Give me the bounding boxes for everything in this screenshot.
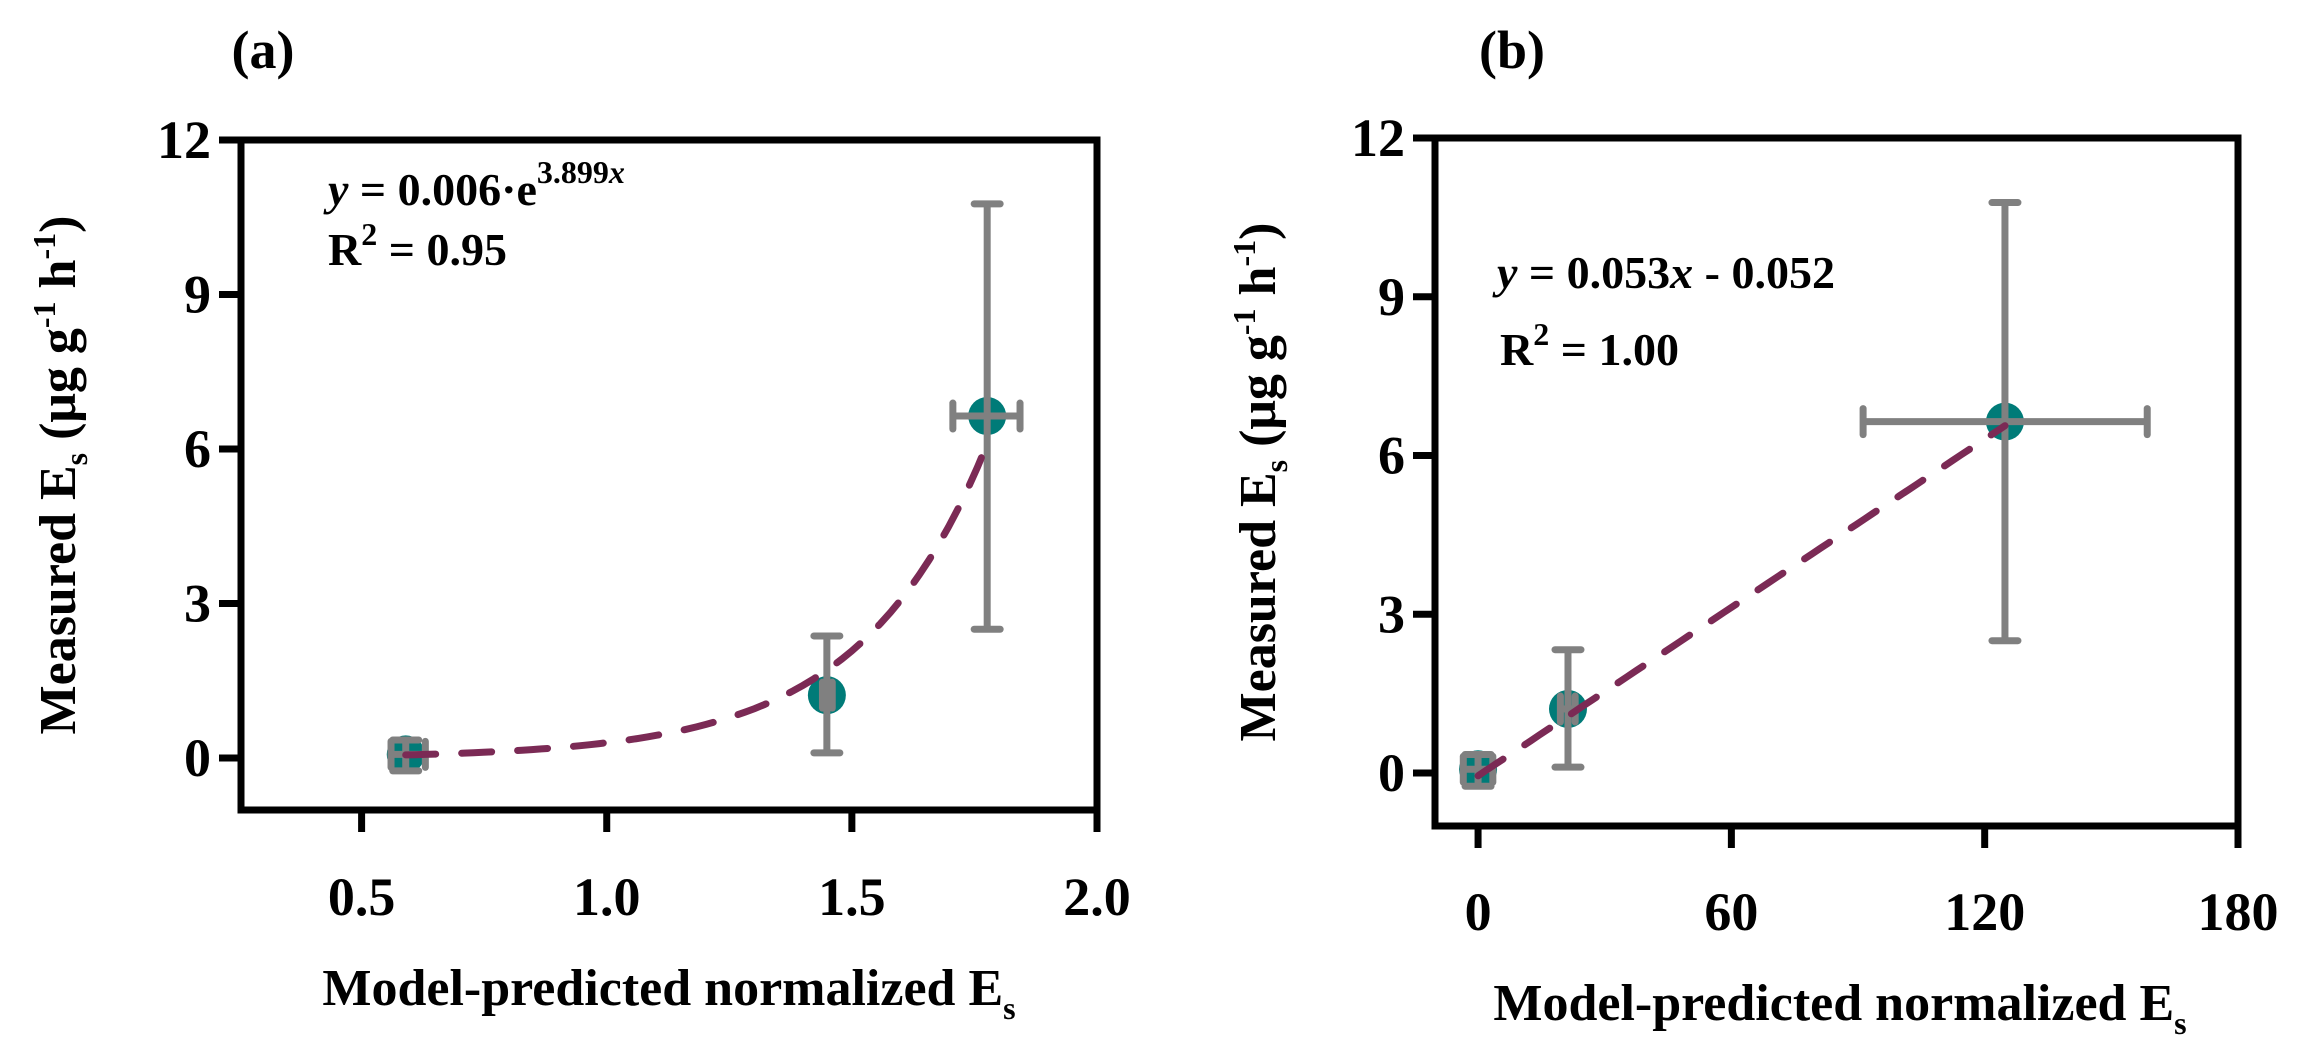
y-axis-title-b: Measured Es (μg g-1 h-1) [1226,223,1294,742]
ylabel-b-mid: h [1230,266,1287,308]
fit-line [1474,422,2009,780]
ylabel-b-units: (μg g [1230,335,1287,460]
ylabel-a-mid: h [30,259,87,301]
ylabel-b-sup1: -1 [1226,308,1262,335]
r2-a-label: R [328,224,362,275]
equation-b-body: = 0.053 [1517,247,1670,298]
r2-b-sup: 2 [1533,316,1549,352]
x-tick-label: 1.5 [818,867,886,927]
data-point-b-3 [1859,199,2151,645]
ylabel-b-sup2: -1 [1226,240,1262,267]
r2-a-sup: 2 [361,216,377,252]
data-points-b [1459,199,2151,790]
xlabel-b-sub: s [2174,1005,2186,1041]
equation-b: y = 0.053x - 0.052 [1492,247,1835,298]
y-tick-label: 9 [1378,267,1405,327]
y-tick-label: 12 [157,110,211,170]
x-tick-label: 0 [1465,882,1492,942]
r2-b-value: = 1.00 [1549,324,1679,375]
data-point-a-2 [807,632,846,757]
fit-line-b [1474,422,2009,780]
r2-a-value: = 0.95 [377,224,507,275]
y-tick-label: 6 [1378,426,1405,486]
ylabel-b-sub: s [1258,460,1294,472]
xlabel-a: Model-predicted normalized E [322,960,1003,1017]
x-tick-label: 120 [1944,882,2025,942]
plot-area-border [1431,134,2242,830]
xlabel-a-sub: s [1003,990,1015,1026]
fit-curve-a [402,440,991,759]
xlabel-b: Model-predicted normalized E [1493,975,2174,1032]
panel-a: (a) 0 3 6 9 12 0.5 1.0 1.5 2.0 y = 0.006·e3.899x… [26,20,1131,1026]
ylabel-a-sup2: -1 [26,233,62,260]
plot-frame-b [1431,134,2242,830]
ylabel-b: Measured E [1230,472,1287,741]
x-tick-label: 0.5 [328,867,396,927]
r-squared-a: R2 = 0.95 [328,216,507,275]
ylabel-a-end: ) [30,216,87,233]
panel-label-b: (b) [1479,20,1545,80]
y-tick-label: 3 [1378,584,1405,644]
equation-a-body: = 0.006·e [348,164,536,215]
panel-label-a: (a) [232,20,295,80]
x-axis-title-a: Model-predicted normalized Es [322,960,1015,1026]
equation-a-yvar: y [323,164,349,215]
r2-b-label: R [1500,324,1534,375]
x-tick-label: 180 [2198,882,2279,942]
equation-a-exp-var: x [608,154,625,190]
r-squared-b: R2 = 1.00 [1500,316,1679,375]
y-axis-title-a: Measured Es (μg g-1 h-1) [26,216,94,735]
ylabel-a-sup1: -1 [26,301,62,328]
ylabel-a-sub: s [58,453,94,465]
ylabel-a-units: (μg g [30,328,87,453]
y-tick-label: 0 [184,728,211,788]
y-tick-label: 9 [184,265,211,325]
equation-a-exp: 3.899 [537,154,609,190]
equation-b-xvar: x [1669,247,1693,298]
x-tick-label: 1.0 [573,867,641,927]
equation-a: y = 0.006·e3.899x [323,154,625,215]
x-tick-label: 2.0 [1063,867,1131,927]
data-point-a-3 [949,200,1024,633]
y-tick-label: 0 [1378,743,1405,803]
data-points-a [386,200,1024,775]
y-tick-label: 12 [1351,108,1405,168]
x-axis-title-b: Model-predicted normalized Es [1493,975,2186,1041]
ticks-a: 0 3 6 9 12 0.5 1.0 1.5 2.0 [157,110,1131,927]
ylabel-a: Measured E [30,465,87,734]
equation-b-tail: - 0.052 [1693,247,1835,298]
x-tick-label: 60 [1704,882,1758,942]
y-tick-label: 3 [184,574,211,634]
equation-b-yvar: y [1492,247,1518,298]
plot-area-border [237,136,1101,814]
y-tick-label: 6 [184,419,211,479]
plot-frame-a [237,136,1101,814]
data-point-b-2 [1548,646,1587,771]
ylabel-b-end: ) [1230,223,1287,240]
fit-line [402,440,991,759]
